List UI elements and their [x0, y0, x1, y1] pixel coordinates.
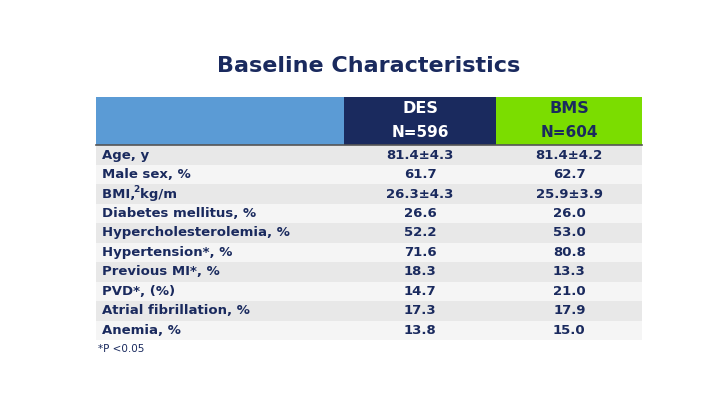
Text: 26.6: 26.6	[404, 207, 436, 220]
Bar	[96, 301, 642, 321]
Text: 18.3: 18.3	[404, 265, 436, 279]
Bar	[96, 321, 642, 340]
Text: 26.3±4.3: 26.3±4.3	[387, 188, 454, 200]
Bar	[96, 204, 642, 223]
Bar	[496, 97, 642, 145]
Bar	[96, 165, 642, 184]
Text: Age, y: Age, y	[102, 149, 150, 162]
Text: DES: DES	[402, 101, 438, 116]
Text: Diabetes mellitus, %: Diabetes mellitus, %	[102, 207, 256, 220]
Text: 14.7: 14.7	[404, 285, 436, 298]
Text: 17.9: 17.9	[553, 305, 585, 318]
Text: 62.7: 62.7	[553, 168, 585, 181]
Text: Atrial fibrillation, %: Atrial fibrillation, %	[102, 305, 250, 318]
Text: 17.3: 17.3	[404, 305, 436, 318]
Bar	[96, 184, 642, 204]
Text: PVD*, (%): PVD*, (%)	[102, 285, 176, 298]
Text: 71.6: 71.6	[404, 246, 436, 259]
Text: 81.4±4.2: 81.4±4.2	[536, 149, 603, 162]
Text: 53.0: 53.0	[553, 226, 585, 239]
Text: Anemia, %: Anemia, %	[102, 324, 181, 337]
Text: 52.2: 52.2	[404, 226, 436, 239]
Text: Hypertension*, %: Hypertension*, %	[102, 246, 233, 259]
Bar	[96, 243, 642, 262]
Text: 26.0: 26.0	[553, 207, 585, 220]
Text: 25.9±3.9: 25.9±3.9	[536, 188, 603, 200]
Text: BMS: BMS	[549, 101, 589, 116]
Text: 13.3: 13.3	[553, 265, 585, 279]
Text: N=604: N=604	[541, 125, 598, 140]
Text: Baseline Characteristics: Baseline Characteristics	[217, 56, 521, 77]
Bar	[96, 223, 642, 243]
Bar	[96, 145, 642, 165]
Text: Hypercholesterolemia, %: Hypercholesterolemia, %	[102, 226, 290, 239]
Text: 80.8: 80.8	[553, 246, 586, 259]
Bar	[96, 262, 642, 282]
Bar	[96, 97, 344, 145]
Text: 15.0: 15.0	[553, 324, 585, 337]
Text: 61.7: 61.7	[404, 168, 436, 181]
Text: N=596: N=596	[391, 125, 449, 140]
Bar	[344, 97, 496, 145]
Text: Previous MI*, %: Previous MI*, %	[102, 265, 220, 279]
Text: Male sex, %: Male sex, %	[102, 168, 191, 181]
Text: 2: 2	[133, 185, 140, 194]
Text: BMI, kg/m: BMI, kg/m	[102, 188, 177, 200]
Text: 81.4±4.3: 81.4±4.3	[387, 149, 454, 162]
Text: 21.0: 21.0	[553, 285, 585, 298]
Text: *P <0.05: *P <0.05	[99, 344, 145, 354]
Bar	[96, 282, 642, 301]
Text: 13.8: 13.8	[404, 324, 436, 337]
